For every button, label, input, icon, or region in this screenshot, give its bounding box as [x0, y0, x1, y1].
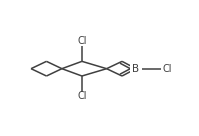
Text: Cl: Cl: [77, 91, 87, 101]
Text: Cl: Cl: [163, 64, 172, 74]
Text: B: B: [132, 64, 139, 74]
Text: Cl: Cl: [77, 36, 87, 47]
